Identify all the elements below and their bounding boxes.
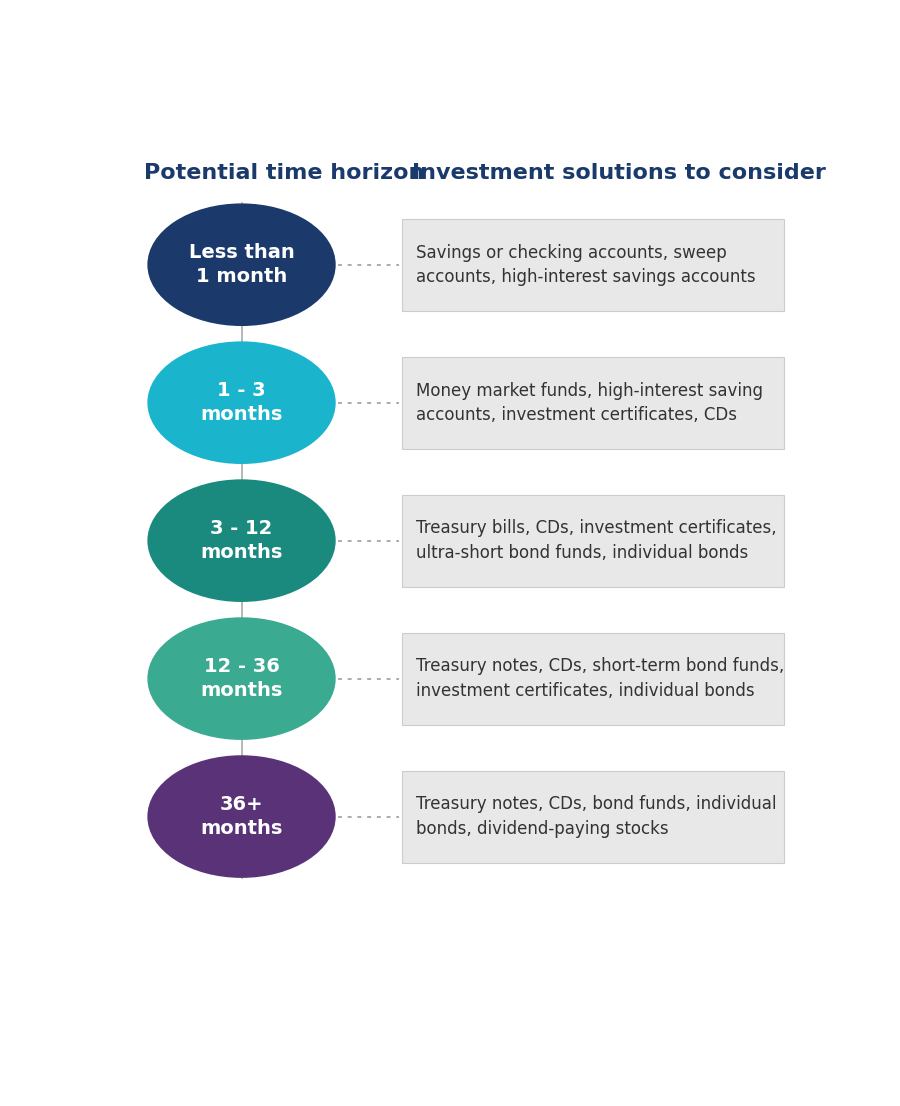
Ellipse shape [148,755,336,878]
Text: Treasury bills, CDs, investment certificates,
ultra-short bond funds, individual: Treasury bills, CDs, investment certific… [416,520,777,562]
Ellipse shape [148,617,336,740]
Text: 36+
months: 36+ months [201,795,283,838]
Ellipse shape [148,479,336,602]
FancyBboxPatch shape [402,219,784,311]
Text: 3 - 12
months: 3 - 12 months [201,520,283,562]
FancyBboxPatch shape [402,633,784,724]
Text: 1 - 3
months: 1 - 3 months [201,382,283,424]
Text: Less than
1 month: Less than 1 month [189,243,294,286]
Ellipse shape [148,204,336,326]
FancyBboxPatch shape [402,771,784,863]
FancyBboxPatch shape [402,357,784,449]
Text: Investment solutions to consider: Investment solutions to consider [412,163,826,182]
FancyBboxPatch shape [402,494,784,586]
Text: Treasury notes, CDs, bond funds, individual
bonds, dividend-paying stocks: Treasury notes, CDs, bond funds, individ… [416,795,777,837]
Text: Money market funds, high-interest saving
accounts, investment certificates, CDs: Money market funds, high-interest saving… [416,382,763,424]
Text: Savings or checking accounts, sweep
accounts, high-interest savings accounts: Savings or checking accounts, sweep acco… [416,243,755,285]
Ellipse shape [148,342,336,465]
Text: Treasury notes, CDs, short-term bond funds,
investment certificates, individual : Treasury notes, CDs, short-term bond fun… [416,657,784,700]
Text: 12 - 36
months: 12 - 36 months [201,657,283,700]
Text: Potential time horizon: Potential time horizon [144,163,424,182]
